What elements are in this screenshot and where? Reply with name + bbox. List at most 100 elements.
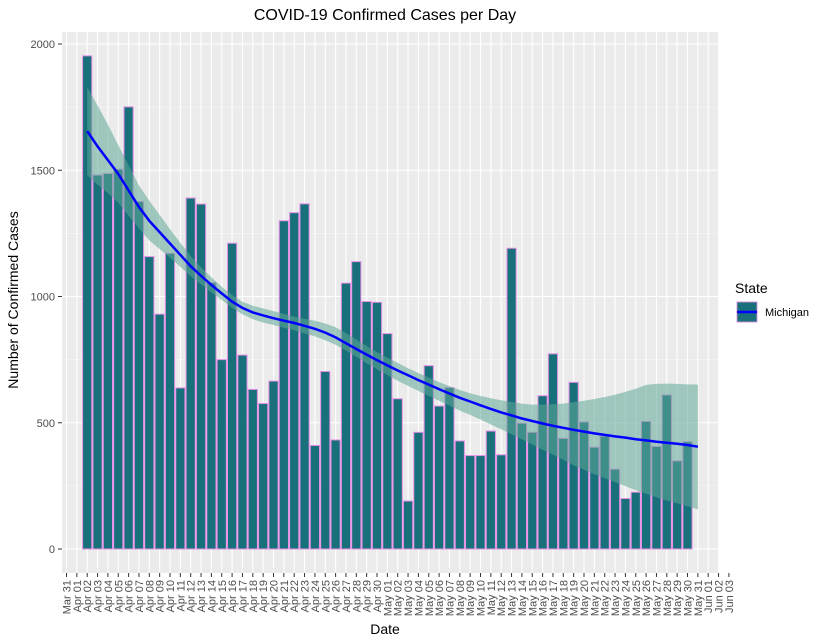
- x-tick-label: Apr 18: [248, 580, 260, 612]
- y-axis-title: Number of Confirmed Cases: [5, 211, 21, 388]
- x-tick-label: Apr 11: [175, 580, 187, 612]
- x-tick-label: May 04: [413, 580, 425, 616]
- bar: [475, 455, 486, 550]
- confidence-band: [87, 86, 698, 510]
- x-tick-label: May 01: [382, 580, 394, 616]
- x-tick-label: Apr 29: [362, 580, 374, 612]
- bar: [371, 301, 383, 550]
- x-tick-label: May 26: [641, 580, 653, 616]
- x-tick-label: May 22: [600, 580, 612, 616]
- bar: [92, 174, 103, 550]
- legend: State Michigan: [735, 280, 809, 323]
- bar: [102, 173, 114, 550]
- x-tick-label: May 27: [651, 580, 663, 616]
- x-tick-label: May 19: [569, 580, 581, 616]
- x-tick-label: Apr 28: [351, 580, 363, 612]
- x-tick-label: May 29: [672, 580, 684, 616]
- x-tick-label: Apr 06: [124, 580, 136, 612]
- x-tick-label: Apr 07: [134, 580, 146, 612]
- x-tick-label: May 25: [631, 580, 643, 616]
- x-tick-label: Apr 08: [144, 580, 156, 612]
- x-tick-label: Apr 14: [206, 580, 218, 612]
- x-tick-label: May 02: [393, 580, 405, 616]
- chart-title: COVID-19 Confirmed Cases per Day: [254, 7, 516, 24]
- bar: [195, 203, 207, 550]
- bar: [506, 247, 517, 550]
- x-tick-label: Apr 10: [165, 580, 177, 612]
- bar: [123, 106, 134, 550]
- bar: [516, 422, 527, 550]
- x-tick-label: May 21: [589, 580, 601, 616]
- x-axis-title: Date: [370, 621, 400, 637]
- y-axis: 0 500 1000 1500 2000: [31, 39, 62, 556]
- legend-title: State: [735, 280, 768, 296]
- x-tick-label: Jun 02: [714, 580, 726, 613]
- bar: [465, 455, 476, 550]
- x-tick-label: Jun 01: [703, 580, 715, 613]
- x-tick-label: Mar 31: [62, 580, 74, 614]
- x-tick-label: May 10: [476, 580, 488, 616]
- bar: [620, 498, 631, 550]
- x-tick-label: May 06: [434, 580, 446, 616]
- bar: [268, 380, 279, 550]
- bar: [454, 440, 465, 550]
- bar: [413, 431, 424, 550]
- x-tick-label: Apr 09: [155, 580, 167, 612]
- x-tick-label: May 08: [455, 580, 467, 616]
- x-tick-label: Apr 02: [82, 580, 94, 612]
- bar: [258, 403, 269, 550]
- bar: [206, 282, 217, 550]
- bar: [144, 256, 155, 550]
- bar: [164, 252, 176, 550]
- bar: [630, 491, 641, 550]
- bar: [320, 370, 331, 550]
- bar: [175, 387, 186, 550]
- x-tick-label: Apr 15: [217, 580, 229, 612]
- bar: [185, 197, 196, 550]
- x-tick-label: Apr 30: [372, 580, 384, 612]
- bar: [351, 261, 362, 550]
- x-tick-label: May 15: [527, 580, 539, 616]
- x-tick-label: May 23: [610, 580, 622, 616]
- x-tick-label: Apr 17: [237, 580, 249, 612]
- y-tick-label: 2000: [31, 39, 55, 51]
- x-tick-label: May 09: [465, 580, 477, 616]
- x-tick-label: Apr 23: [300, 580, 312, 612]
- legend-key-michigan: [736, 301, 758, 323]
- y-tick-label: 500: [37, 418, 55, 430]
- bars: [82, 55, 693, 550]
- bar: [485, 430, 496, 550]
- y-tick-label: 1000: [31, 292, 55, 304]
- bar: [278, 220, 289, 550]
- bar: [496, 454, 507, 550]
- bar: [392, 398, 403, 550]
- bar: [330, 439, 341, 550]
- x-tick-label: May 07: [444, 580, 456, 616]
- x-tick-label: Apr 03: [93, 580, 105, 612]
- bar: [423, 365, 434, 550]
- x-tick-label: Apr 01: [72, 580, 84, 612]
- bar: [113, 168, 124, 550]
- x-tick-label: Apr 25: [320, 580, 332, 612]
- legend-label-michigan: Michigan: [765, 307, 809, 319]
- x-tick-label: Jun 03: [724, 580, 736, 613]
- bar: [434, 405, 445, 550]
- x-tick-label: Apr 05: [113, 580, 125, 612]
- bar: [444, 387, 455, 550]
- y-tick-label: 0: [49, 544, 55, 556]
- bar: [361, 301, 372, 550]
- bar: [382, 333, 393, 550]
- bar: [289, 212, 300, 550]
- bar: [154, 313, 165, 550]
- x-tick-label: May 03: [403, 580, 415, 616]
- x-tick-label: May 31: [693, 580, 705, 616]
- x-tick-label: May 05: [424, 580, 436, 616]
- x-tick-label: Apr 04: [103, 580, 115, 612]
- x-tick-label: May 12: [496, 580, 508, 616]
- x-tick-label: May 13: [507, 580, 519, 616]
- bar: [216, 359, 227, 550]
- x-tick-label: May 28: [662, 580, 674, 616]
- bar: [227, 242, 238, 550]
- x-tick-label: Apr 27: [341, 580, 353, 612]
- bar: [537, 395, 548, 550]
